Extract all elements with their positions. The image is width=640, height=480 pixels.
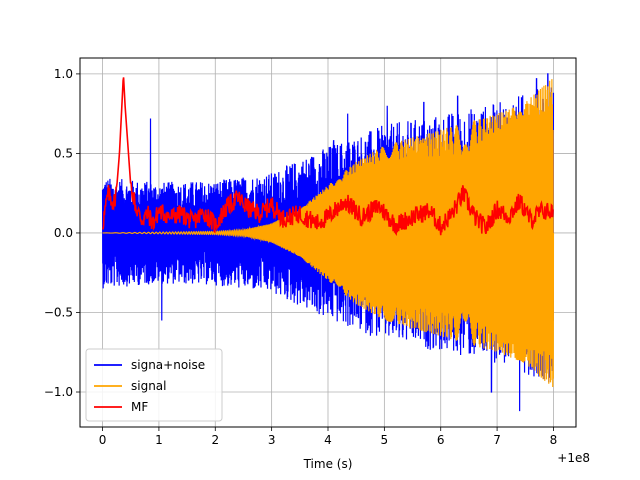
y-tick-label: −1.0 [44,385,73,399]
y-tick-label: −0.5 [44,305,73,319]
legend: signa+noise signal MF [85,348,223,422]
x-axis: 0 1 2 3 4 5 6 7 8 [99,427,558,447]
x-tick-label: 5 [381,433,389,447]
x-tick-label: 0 [99,433,107,447]
series-line-mf [101,77,554,237]
x-offset-label: +1e8 [557,451,590,465]
x-tick-label: 4 [324,433,332,447]
y-axis: −1.0 −0.5 0.0 0.5 1.0 [44,67,80,399]
x-tick-label: 2 [211,433,219,447]
y-tick-label: 1.0 [54,67,73,81]
x-axis-label: Time (s) [303,457,353,471]
x-tick-label: 1 [155,433,163,447]
legend-label-signal: signal [131,379,167,393]
legend-label-signa-noise: signa+noise [131,358,205,372]
y-tick-label: 0.5 [54,146,73,160]
x-tick-label: 7 [493,433,501,447]
plot-series [101,73,555,412]
series-signal [102,79,555,387]
legend-label-mf: MF [131,400,148,414]
series-line-signal [102,79,555,387]
legend-box [85,348,223,422]
x-tick-label: 3 [268,433,276,447]
x-tick-label: 6 [437,433,445,447]
y-tick-label: 0.0 [54,226,73,240]
series-mf [101,77,554,237]
x-tick-label: 8 [550,433,558,447]
